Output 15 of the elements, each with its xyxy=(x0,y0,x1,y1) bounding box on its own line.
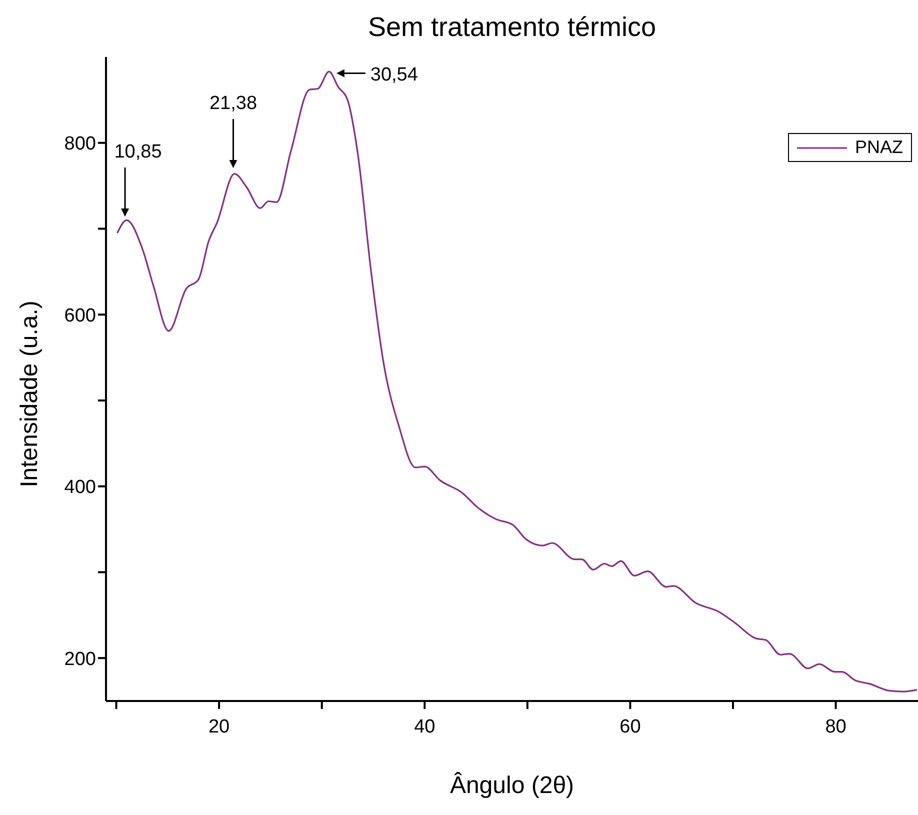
y-tick-label: 200 xyxy=(64,648,96,670)
y-tick-label: 800 xyxy=(64,134,96,155)
chart-title: Sem tratamento térmico xyxy=(366,12,658,43)
annotation: 21,38 xyxy=(209,93,258,114)
x-tick-label: 80 xyxy=(825,716,846,738)
x-axis-title: Ângulo (2θ) xyxy=(448,772,576,800)
y-tick-label: 600 xyxy=(64,305,96,326)
legend-label: PNAZ xyxy=(854,137,903,158)
y-tick-label: 400 xyxy=(64,477,96,498)
annotation: 30,54 xyxy=(370,64,418,86)
x-tick-label: 20 xyxy=(208,716,230,738)
x-tick-label: 60 xyxy=(620,716,641,738)
x-tick-label: 40 xyxy=(414,716,436,738)
annotation: 10,85 xyxy=(114,141,162,162)
y-axis-title: Intensidade (u.a.) xyxy=(16,300,44,487)
